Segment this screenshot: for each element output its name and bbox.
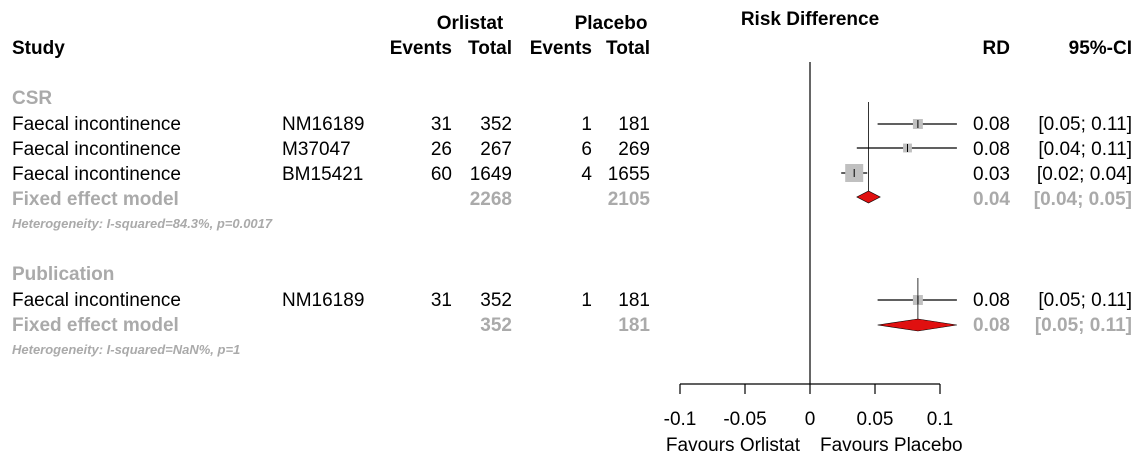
study-name: Faecal incontinence — [12, 139, 181, 160]
tick-label: 0 — [804, 409, 816, 430]
fixed-ci: [0.04; 0.05] — [1033, 189, 1132, 210]
rd-value: 0.08 — [973, 290, 1010, 311]
study-id: BM15421 — [282, 164, 364, 185]
study-id: NM16189 — [282, 114, 365, 135]
total2: 269 — [618, 139, 650, 160]
fixed-effect-label: Fixed effect model — [12, 315, 179, 336]
events2: 1 — [581, 290, 592, 311]
ci-header: 95%-CI — [1068, 38, 1132, 59]
study-id: M37047 — [282, 139, 351, 160]
total2: 1655 — [607, 164, 650, 185]
tick-label: 0.1 — [926, 409, 954, 430]
fixed-total1: 352 — [480, 315, 512, 336]
events1: 31 — [430, 290, 452, 311]
study-header: Study — [12, 38, 65, 59]
rd-value: 0.08 — [973, 139, 1010, 160]
tick-label: -0.1 — [663, 409, 697, 430]
summary-diamond — [877, 318, 957, 332]
heterogeneity-text: Heterogeneity: I-squared=NaN%, p=1 — [12, 342, 241, 357]
fixed-effect-label: Fixed effect model — [12, 189, 179, 210]
events1: 60 — [430, 164, 452, 185]
heterogeneity-text: Heterogeneity: I-squared=84.3%, p=0.0017 — [12, 216, 273, 231]
tick-label: 0.05 — [856, 409, 894, 430]
tick-label: -0.05 — [723, 409, 767, 430]
fixed-total2: 181 — [618, 315, 650, 336]
events1-header: Events — [389, 38, 452, 59]
total1: 352 — [480, 114, 512, 135]
total2: 181 — [618, 290, 650, 311]
favours-right-label: Favours Placebo — [820, 435, 963, 456]
ci-value: [0.05; 0.11] — [1038, 114, 1132, 135]
ci-value: [0.02; 0.04] — [1036, 164, 1132, 185]
total1-header: Total — [468, 38, 512, 59]
ci-value: [0.05; 0.11] — [1038, 290, 1132, 311]
subgroup-label: CSR — [12, 88, 53, 109]
rd-header: RD — [982, 38, 1010, 59]
rd-value: 0.03 — [973, 164, 1010, 185]
fixed-rd: 0.08 — [973, 315, 1010, 336]
fixed-rd: 0.04 — [973, 189, 1010, 210]
study-name: Faecal incontinence — [12, 114, 181, 135]
total1: 1649 — [469, 164, 512, 185]
study-name: Faecal incontinence — [12, 290, 181, 311]
plot-title: Risk Difference — [740, 9, 880, 30]
events1: 31 — [430, 114, 452, 135]
ci-value: [0.04; 0.11] — [1038, 139, 1132, 160]
fixed-total1: 2268 — [469, 189, 512, 210]
total1: 267 — [480, 139, 512, 160]
total1: 352 — [480, 290, 512, 311]
rd-value: 0.08 — [973, 114, 1010, 135]
subgroup-label: Publication — [12, 264, 115, 285]
events2: 1 — [581, 114, 592, 135]
study-id: NM16189 — [282, 290, 365, 311]
group1-header: Orlistat — [436, 13, 504, 34]
summary-diamond — [856, 190, 881, 204]
fixed-ci: [0.05; 0.11] — [1034, 315, 1132, 336]
group2-header: Placebo — [574, 13, 648, 34]
events2-header: Events — [529, 38, 592, 59]
fixed-total2: 2105 — [607, 189, 650, 210]
events2: 4 — [581, 164, 592, 185]
events1: 26 — [430, 139, 452, 160]
events2: 6 — [581, 139, 592, 160]
total2-header: Total — [606, 38, 650, 59]
favours-left-label: Favours Orlistat — [665, 435, 800, 456]
study-name: Faecal incontinence — [12, 164, 181, 185]
total2: 181 — [618, 114, 650, 135]
